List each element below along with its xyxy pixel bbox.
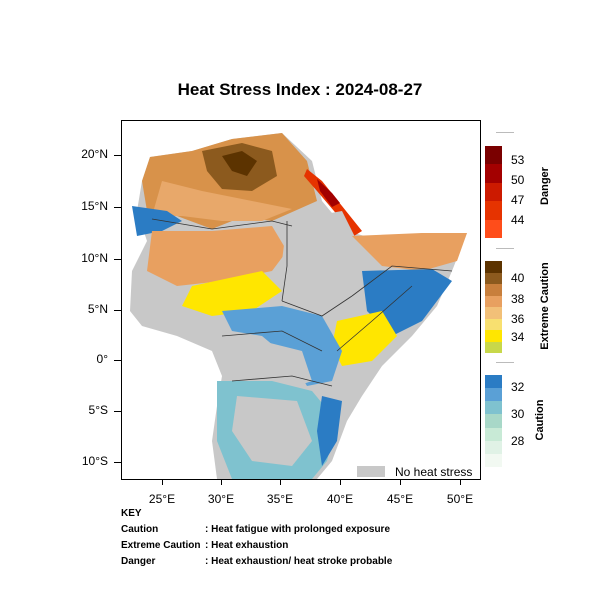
somalia-yellow — [332, 311, 397, 366]
lat-label-5s: 5°S — [88, 403, 108, 417]
ethiopia-grey — [282, 211, 362, 311]
lon-label-30e: 30°E — [207, 492, 235, 506]
no-heat-stress-label: No heat stress — [395, 464, 473, 479]
extreme-label-38: 38 — [511, 292, 525, 306]
lon-label-40e: 40°E — [326, 492, 354, 506]
lat-label-15n: 15°N — [81, 199, 108, 213]
colorbar-separator — [496, 362, 514, 363]
colorbar-cell — [485, 164, 502, 183]
colorbar-cell — [485, 414, 502, 428]
south-sudan-orange — [147, 226, 287, 286]
lake-region-grey — [252, 341, 312, 391]
danger-label-47: 47 — [511, 193, 525, 207]
colorbar-cell — [485, 307, 502, 319]
colorbar-separator — [496, 248, 514, 249]
sudan-light — [152, 181, 292, 221]
heat-stress-map — [130, 133, 467, 479]
colorbar-cell — [485, 375, 502, 389]
lon-label-35e: 35°E — [266, 492, 294, 506]
coast-blue — [317, 396, 342, 466]
danger-label-53: 53 — [511, 153, 525, 167]
lat-tick — [114, 360, 121, 361]
colorbar-cell — [485, 427, 502, 441]
lon-tick — [340, 479, 341, 485]
lat-tick — [114, 207, 121, 208]
danger-title: Danger — [539, 167, 551, 205]
colorbar-cell — [485, 146, 502, 165]
key-desc-caution: : Heat fatigue with prolonged exposure — [205, 524, 391, 535]
colorbar-cell — [485, 330, 502, 342]
extreme-caution-title: Extreme Caution — [539, 262, 551, 350]
caution-label-28: 28 — [511, 434, 525, 448]
lon-label-50e: 50°E — [446, 492, 474, 506]
lat-tick — [114, 462, 121, 463]
highest-heat — [222, 151, 257, 176]
colorbar-cell — [485, 201, 502, 220]
lon-tick — [162, 479, 163, 485]
horn-orange — [352, 233, 467, 271]
caution-label-32: 32 — [511, 380, 525, 394]
lon-tick — [460, 479, 461, 485]
colorbar-cell — [485, 318, 502, 330]
no-heat-stress-legend: No heat stress — [357, 464, 477, 479]
west-blue — [132, 206, 182, 236]
colorbar-cell — [485, 341, 502, 353]
key-term-caution: Caution — [121, 524, 159, 535]
tanzania-grey — [232, 396, 312, 466]
colorbar-cell — [485, 219, 502, 238]
lon-label-45e: 45°E — [386, 492, 414, 506]
key-desc-danger: : Heat exhaustion/ heat stroke probable — [205, 556, 393, 567]
colorbar-cell — [485, 261, 502, 273]
lon-label-25e: 25°E — [148, 492, 176, 506]
extreme-label-34: 34 — [511, 330, 525, 344]
lat-tick — [114, 411, 121, 412]
colorbar-cell — [485, 284, 502, 296]
no-heat-stress-swatch — [357, 466, 385, 477]
colorbar-cell — [485, 440, 502, 454]
lon-tick — [221, 479, 222, 485]
red-sea-danger-dark — [317, 179, 340, 207]
extreme-caution-colorbar — [485, 261, 502, 353]
lat-label-20n: 20°N — [81, 147, 108, 161]
colorbar-cell — [485, 182, 502, 202]
country-borders — [151, 218, 453, 387]
colorbar-separator — [496, 132, 514, 133]
key-term-extreme-caution: Extreme Caution — [121, 540, 201, 551]
danger-colorbar — [485, 146, 502, 238]
colorbar-cell — [485, 401, 502, 415]
lat-tick — [114, 155, 121, 156]
danger-label-50: 50 — [511, 173, 525, 187]
south-sudan-yellow — [182, 271, 282, 316]
danger-label-44: 44 — [511, 213, 525, 227]
colorbar-cell — [485, 295, 502, 307]
lat-label-10s: 10°S — [81, 454, 108, 468]
lon-tick — [280, 479, 281, 485]
lat-label-0: 0° — [96, 352, 108, 366]
colorbar-cell — [485, 388, 502, 402]
extreme-label-36: 36 — [511, 312, 525, 326]
map-title: Heat Stress Index : 2024-08-27 — [177, 80, 423, 99]
caution-label-30: 30 — [511, 407, 525, 421]
key-desc-extreme-caution: : Heat exhaustion — [205, 540, 289, 551]
lat-tick — [114, 310, 121, 311]
caution-colorbar — [485, 375, 502, 467]
lon-tick — [400, 479, 401, 485]
lat-label-5n: 5°N — [87, 302, 108, 316]
key-term-danger: Danger — [121, 556, 156, 567]
key-heading: KEY — [121, 508, 142, 519]
colorbar-cell — [485, 272, 502, 284]
extreme-label-40: 40 — [511, 271, 525, 285]
map-panel — [121, 120, 481, 480]
caution-title: Caution — [534, 399, 546, 441]
lat-tick — [114, 259, 121, 260]
colorbar-cell — [485, 453, 502, 467]
lat-label-10n: 10°N — [81, 251, 108, 265]
